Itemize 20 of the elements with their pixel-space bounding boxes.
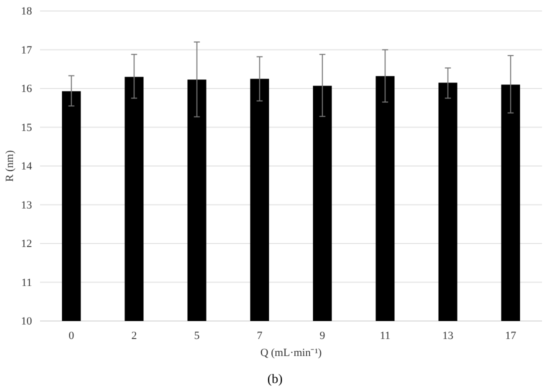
x-tick-label: 17 — [505, 330, 517, 342]
y-tick-label: 17 — [21, 44, 32, 56]
y-tick-label: 12 — [21, 238, 32, 250]
y-tick-label: 10 — [21, 316, 32, 328]
y-tick-label: 18 — [21, 6, 32, 18]
x-tick-label: 5 — [194, 330, 200, 342]
x-tick-label: 13 — [442, 330, 454, 342]
x-tick-label: 7 — [256, 330, 263, 342]
y-tick-label: 16 — [21, 83, 32, 96]
y-tick-label: 14 — [21, 160, 32, 173]
y-tick-label: 13 — [21, 199, 32, 212]
x-tick-label: 11 — [380, 330, 390, 342]
x-axis-title: Q (mL·min⁻¹) — [260, 347, 322, 359]
text: (b) — [267, 371, 283, 386]
x-tick-label: 9 — [320, 330, 326, 342]
y-tick-label: 15 — [21, 122, 32, 134]
x-tick-label: 0 — [68, 330, 75, 342]
y-axis-title: R (nm) — [4, 150, 16, 182]
x-tick-label: 2 — [131, 330, 137, 342]
y-tick-label: 11 — [21, 276, 32, 289]
